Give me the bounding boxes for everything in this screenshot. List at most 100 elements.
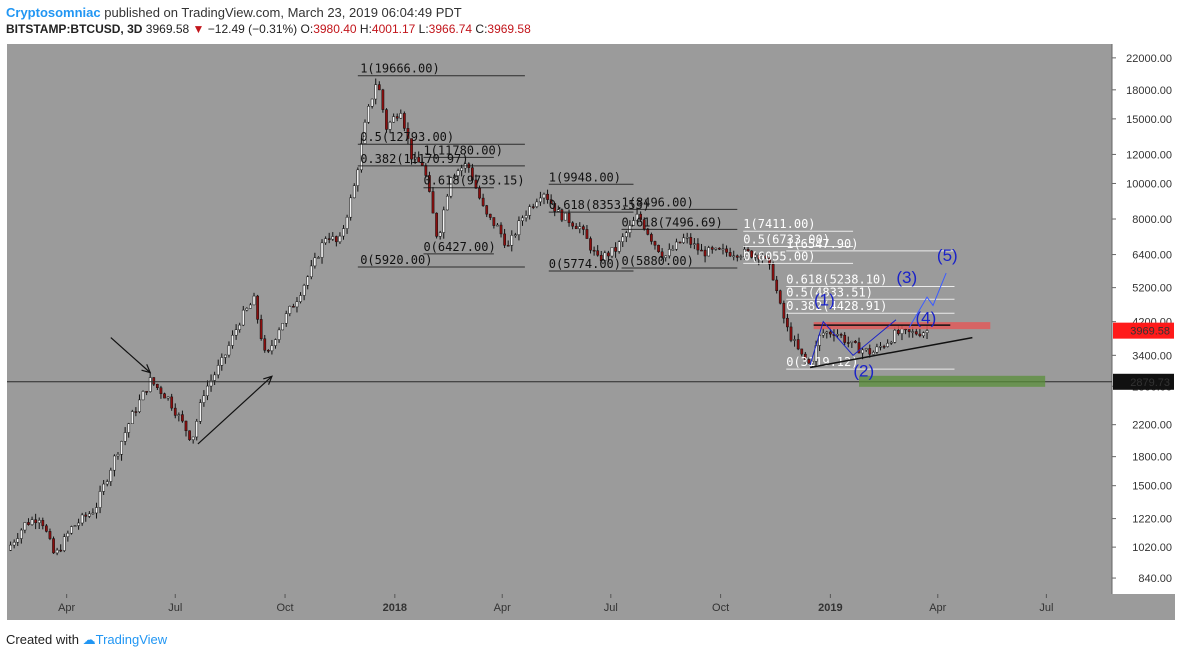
candle-up [77,522,80,526]
annotation-arrowhead [263,375,273,385]
candle-up [692,243,696,245]
candle-down [746,249,750,252]
candle-up [338,235,342,243]
candle-up [324,238,327,244]
drawings: (1) (2) (3) (4) (5) [7,246,1112,445]
candle-up [138,399,141,412]
wave-label: (5) [937,246,958,265]
wave-label: (2) [853,361,874,380]
candle-up [761,255,764,260]
candle-up [302,285,306,296]
candle-up [621,236,625,242]
candles [9,78,929,556]
candle-up [603,252,607,262]
plot-area[interactable] [7,44,1112,594]
candle-up [12,541,16,546]
candle-up [349,197,353,218]
candle-down [553,203,557,212]
fib-level-label: 0.618(9735.15) [423,174,524,188]
candle-down [599,254,603,262]
wave-projection-path [908,272,947,328]
low-label: L: [418,22,429,36]
candle-up [793,339,796,341]
candle-down [499,224,503,235]
candle-down [549,199,553,204]
candle-up [449,177,453,197]
candle-up [521,217,524,222]
candle-down [181,414,184,422]
candle-down [170,396,174,409]
candle-up [524,215,528,219]
candle-down [471,167,474,181]
fib-level-label: 0.382(4428.91) [786,299,887,313]
candle-up [388,121,392,130]
candle-up [925,330,929,333]
candle-up [234,329,238,336]
candle-down [725,248,728,253]
candle-down [778,290,782,304]
footer: Created with ☁TradingView [6,632,167,648]
author-link[interactable]: Cryptosomniac [6,5,101,20]
tradingview-logo-icon[interactable]: ☁ [82,632,96,647]
candle-down [589,238,592,251]
candle-up [739,256,743,258]
open-value: 3980.40 [313,22,357,36]
candle-up [331,236,335,240]
candle-up [224,354,227,358]
candle-up [345,216,349,229]
candle-up [825,331,829,334]
candle-up [213,374,216,381]
candle-down [173,407,177,416]
candle-up [141,391,145,401]
candle-up [922,332,925,337]
candle-down [657,244,660,253]
candle-down [59,549,63,552]
candle-down [188,430,191,440]
fib-level-label: 0.618(5238.10) [786,272,887,286]
candle-up [352,185,356,199]
fib-level-label: 0.382(11170.97) [360,152,468,166]
y-tick-label: 18000.00 [1126,85,1172,97]
candle-down [45,525,48,532]
candle-down [41,520,45,527]
y-axis-panel[interactable] [1112,44,1175,594]
fib-retracements: 1(19666.00) 0.5(12793.00) 0.382(11170.97) 0… [357,62,955,370]
x-tick-label: Apr [494,602,511,614]
candle-down [914,331,918,335]
candle-down [839,334,843,336]
candle-up [62,536,66,551]
annotation-arrow-line [197,375,273,445]
candle-up [671,248,675,251]
y-tick-label: 840.00 [1138,573,1172,585]
symbol-info: BITSTAMP:BTCUSD, 3D 3969.58 ▼ −12.49 (−0… [6,22,531,36]
tradingview-brand[interactable]: TradingView [95,632,168,647]
candle-down [882,346,886,348]
x-axis-panel[interactable] [7,594,1175,620]
candle-up [442,209,446,233]
candle-down [700,249,703,252]
candle-down [703,249,707,257]
y-tick-label: 1800.00 [1132,452,1172,464]
y-axis-ticks: 840.00 1020.00 1220.00 1500.00 1800.00 2200.0… [1112,53,1172,585]
candle-up [105,481,109,485]
candle-down [653,241,657,246]
y-tick-label: 22000.00 [1126,53,1172,65]
candle-up [9,544,12,551]
wave-label: (3) [896,268,917,287]
candle-up [875,346,879,353]
candle-down [854,340,857,343]
candle-down [428,175,431,192]
candle-down [607,252,610,257]
horizontal-line-price-label: 2879.73 [1130,377,1170,389]
candle-up [120,441,123,455]
candle-up [453,175,456,178]
candle-up [55,549,59,554]
candle-down [431,191,435,214]
candle-up [578,226,582,230]
candle-down [385,109,388,130]
candle-down [639,213,643,220]
candle-down [803,353,807,360]
candle-up [66,532,70,537]
candle-down [481,197,485,206]
